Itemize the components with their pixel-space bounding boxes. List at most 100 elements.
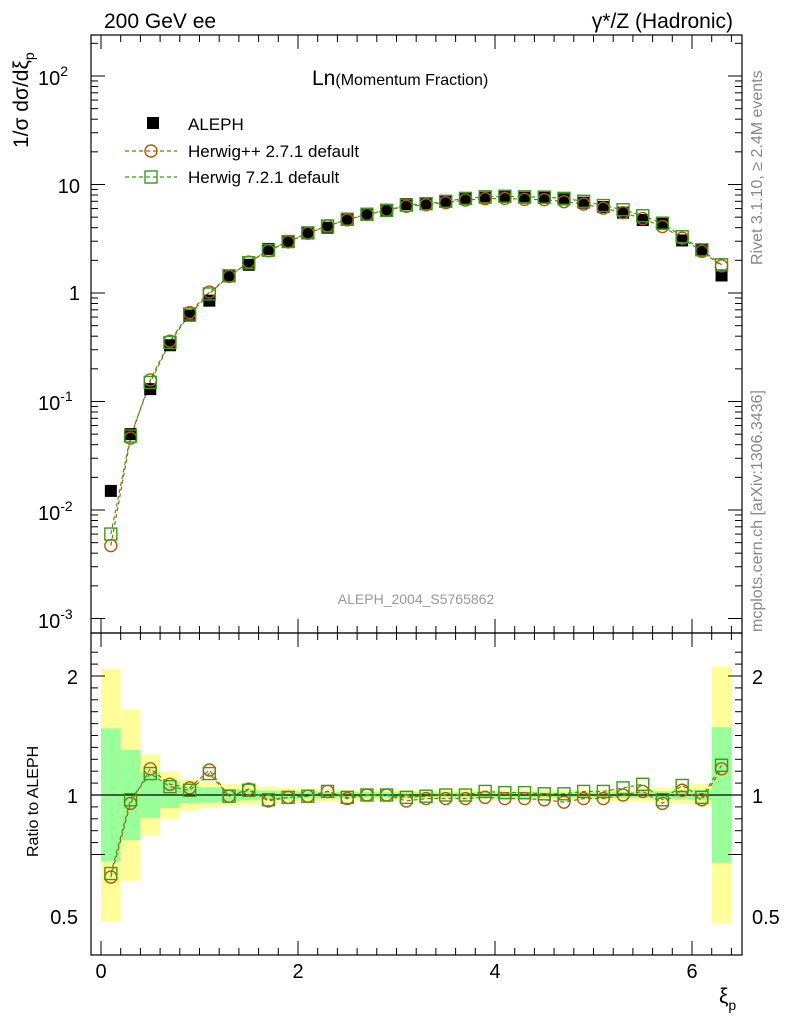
ratio-ytick-label-2: 2 (67, 667, 78, 689)
ytick-label-1e-2: 10-2 (38, 498, 73, 525)
ytick-label-1e-3-exp: -3 (60, 606, 73, 622)
data-point-herwig7 (182, 307, 197, 321)
ratio-point-herwig7 (655, 793, 670, 807)
xtick-label-4: 4 (489, 961, 500, 983)
ytick-label-1e-2-base: 10 (38, 503, 60, 525)
ytick-label-1e-1: 10-1 (38, 388, 73, 415)
data-point-herwig7 (320, 219, 335, 233)
ratio-point-herwigpp (576, 791, 591, 806)
ratio-point-herwig7 (104, 866, 118, 881)
legend-label-aleph: ALEPH (188, 115, 244, 134)
main-ylabel-main: 1/σ dσ/dξ (10, 60, 33, 148)
ratio-point-herwig7 (675, 778, 689, 793)
ytick-label-1e2-exp: 2 (60, 63, 68, 79)
legend: ALEPH Herwig++ 2.7.1 default Herwig 7.2.… (125, 115, 359, 187)
ytick-label-1e-2-exp: -2 (60, 498, 73, 514)
ratio-point-herwig7 (419, 789, 433, 803)
ratio-point-herwig7 (182, 783, 197, 797)
main-ylabel: 1/σ dσ/dξp (10, 52, 37, 148)
data-point-aleph (124, 428, 137, 441)
ratio-point-herwigpp (636, 784, 650, 799)
data-point-aleph (479, 191, 492, 204)
ratio-point-herwig7 (340, 790, 354, 805)
data-point-herwig7 (714, 258, 729, 272)
xtick-label-2: 2 (292, 961, 303, 983)
data-point-herwig7 (143, 375, 157, 390)
ytick-label-1e-3-base: 10 (38, 611, 60, 633)
main-series-group (104, 189, 729, 553)
legend-marker-herwigpp (144, 144, 158, 158)
legend-marker-aleph (147, 117, 159, 129)
ratio-point-herwig7 (695, 790, 709, 805)
data-point-aleph (715, 269, 728, 282)
ratio-ytick-label-2-right: 2 (752, 667, 763, 689)
plot-title-sub: (Momentum Fraction) (335, 72, 488, 89)
xlabel-sub: p (728, 997, 736, 1013)
xtick-label-6: 6 (686, 961, 697, 983)
data-point-herwig7 (163, 335, 177, 350)
xtick-label-0: 0 (95, 961, 106, 983)
header-right-label: γ*/Z (Hadronic) (592, 10, 733, 33)
ratio-point-herwig7 (576, 784, 591, 799)
ratio-point-herwig7 (557, 787, 571, 801)
ratio-ytick-label-0.5-right: 0.5 (752, 907, 780, 929)
data-point-herwig7 (202, 287, 217, 301)
series-line-1 (110, 197, 722, 546)
data-point-aleph (360, 208, 373, 221)
data-point-herwig7 (123, 429, 138, 443)
header-left-label: 200 GeV ee (104, 10, 216, 33)
ratio-ytick-label-0.5: 0.5 (50, 907, 78, 929)
data-point-herwig7 (675, 230, 689, 244)
ytick-label-1e-1-base: 10 (38, 393, 60, 415)
data-point-herwig7 (695, 243, 709, 257)
ytick-label-10: 10 (58, 176, 80, 198)
ratio-point-herwig7 (379, 788, 394, 802)
main-axis-ticks (91, 35, 742, 633)
data-point-herwig7 (596, 198, 611, 213)
data-point-herwig7 (379, 203, 394, 218)
ratio-ytick-label-1: 1 (67, 786, 78, 808)
data-point-aleph (104, 484, 117, 497)
data-point-herwig7 (576, 194, 591, 209)
data-point-herwig7 (439, 194, 453, 209)
data-point-herwig7 (360, 207, 374, 221)
ratio-point-herwig7 (222, 789, 236, 803)
data-point-herwig7 (399, 198, 414, 212)
data-point-herwig7 (557, 191, 571, 206)
plot-title-main: Ln (312, 67, 335, 90)
ratio-point-herwig7 (320, 784, 335, 799)
ratio-line-1 (110, 764, 723, 874)
ratio-point-herwig7 (517, 785, 532, 800)
ratio-point-herwig7 (498, 785, 512, 800)
main-panel: 10-3 10-2 10-1 1 10 102 1/σ dσ/dξp Ln(Mo… (10, 34, 743, 634)
legend-marker-herwig7 (144, 170, 158, 184)
data-point-aleph (223, 269, 236, 282)
data-point-herwig7 (301, 226, 315, 240)
data-point-herwig7 (242, 256, 256, 270)
data-point-herwig7 (458, 191, 473, 206)
xlabel: ξp (719, 985, 736, 1013)
data-point-herwig7 (419, 197, 433, 211)
ratio-point-herwigpp (596, 791, 611, 806)
main-ylabel-sub: p (21, 52, 37, 60)
series-line-2 (110, 195, 722, 535)
ratio-point-herwig7 (261, 793, 276, 807)
ytick-label-1e2-base: 10 (38, 68, 60, 90)
ratio-point-herwig7 (143, 766, 157, 781)
data-point-herwig7 (478, 190, 492, 204)
data-point-aleph (341, 212, 354, 225)
ratio-point-herwig7 (636, 777, 650, 791)
data-point-herwig7 (655, 216, 670, 230)
legend-label-herwig7: Herwig 7.2.1 default (188, 168, 339, 187)
analysis-watermark: ALEPH_2004_S5765862 (338, 591, 495, 607)
data-point-herwig7 (281, 234, 295, 249)
ratio-axis-ticks (91, 633, 742, 955)
ratio-point-herwig7 (478, 784, 492, 799)
ratio-point-herwig7 (439, 788, 453, 802)
ratio-series-group (104, 758, 729, 884)
ratio-point-herwigpp (616, 788, 630, 802)
data-point-herwig7 (104, 527, 118, 541)
ratio-point-herwig7 (616, 781, 630, 795)
data-point-herwig7 (537, 190, 551, 204)
